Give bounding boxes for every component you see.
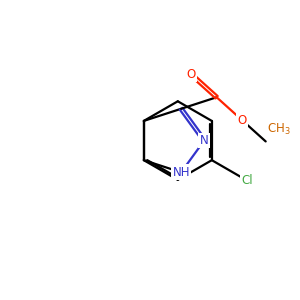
Text: O: O <box>187 68 196 81</box>
Text: N: N <box>200 134 208 147</box>
Text: O: O <box>238 114 247 127</box>
Text: Cl: Cl <box>242 174 253 187</box>
Text: NH: NH <box>172 166 190 179</box>
Text: CH$_3$: CH$_3$ <box>267 122 291 137</box>
